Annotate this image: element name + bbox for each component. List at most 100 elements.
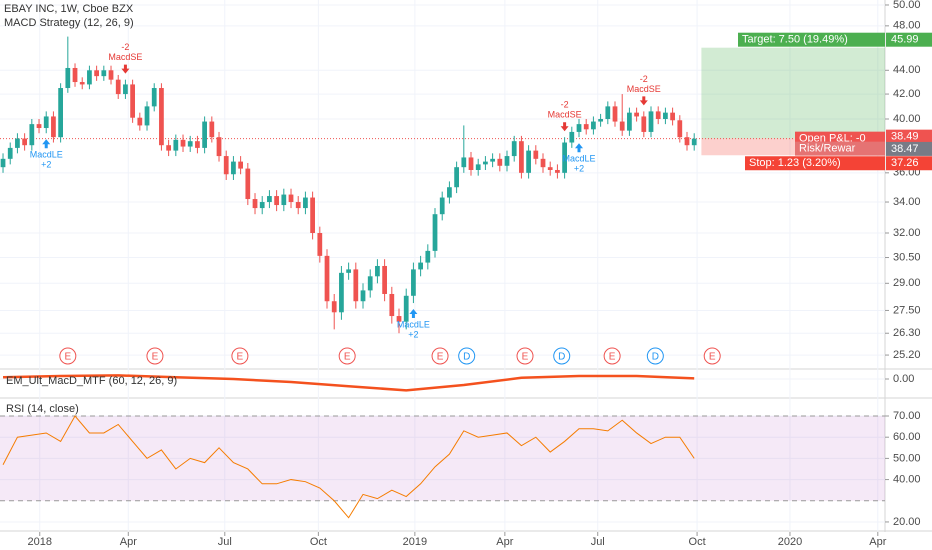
y-tick-label: 50.00: [893, 0, 921, 11]
candle-body: [490, 158, 495, 162]
candle-body: [15, 138, 20, 148]
x-tick-label: Jul: [591, 536, 605, 548]
candle-body: [375, 265, 380, 277]
candle-body: [605, 106, 611, 119]
candle-body: [7, 147, 13, 159]
event-marker: [146, 347, 164, 365]
event-label: E: [609, 352, 616, 363]
event-label: D: [463, 352, 470, 363]
candle-body: [526, 150, 531, 173]
candle-body: [267, 196, 272, 203]
y-tick-label: 44.00: [893, 64, 921, 76]
rr-label: Risk/Rewar: [799, 143, 856, 155]
candle-body: [94, 70, 99, 77]
y-tick-label: 40.00: [893, 473, 921, 485]
candle-body: [216, 137, 222, 157]
signal-label: MacdLE: [397, 319, 430, 329]
candle-body: [425, 250, 431, 263]
candle-body: [634, 112, 639, 117]
candle-body: [612, 106, 618, 122]
candle-body: [411, 269, 416, 296]
x-tick-label: Apr: [496, 536, 513, 548]
indicator-line: [2, 374, 695, 392]
candle-body: [259, 202, 265, 209]
candle-body: [231, 161, 236, 175]
candle-body: [519, 141, 524, 173]
candle-body: [648, 111, 654, 132]
event-label: E: [437, 352, 444, 363]
candle-body: [684, 137, 690, 146]
signal-label: MacdLE: [30, 150, 63, 160]
candle-body: [583, 124, 589, 130]
target-zone: [701, 47, 885, 139]
candle-body: [317, 233, 323, 256]
candle-body: [173, 139, 179, 151]
y-tick-label: 48.00: [893, 20, 921, 32]
candle-body: [137, 117, 143, 126]
y-tick-label: 50.00: [893, 452, 921, 464]
x-tick-label: Oct: [310, 536, 327, 548]
stop-price: 37.26: [891, 157, 919, 169]
y-tick-label: 27.50: [893, 304, 921, 316]
candle-body: [108, 70, 114, 80]
candle-body: [79, 82, 85, 85]
signal-arrow: [639, 96, 648, 106]
event-marker: [516, 347, 534, 365]
indicator-title: RSI (14, close): [6, 403, 79, 415]
signal-label: MacdSE: [627, 84, 661, 94]
candle-body: [382, 265, 387, 294]
candle-body: [281, 194, 287, 206]
stop-label: Stop: 1.23 (3.20%): [749, 157, 841, 169]
candle-body: [72, 67, 78, 83]
y-tick-label: 34.00: [893, 196, 921, 208]
candle-body: [663, 112, 668, 119]
candle-body: [151, 88, 157, 107]
candle-body: [562, 142, 567, 173]
signal-qty: +2: [574, 164, 584, 174]
rr-label-bg: [795, 141, 885, 156]
event-label: D: [652, 352, 659, 363]
candle-body: [353, 269, 359, 302]
candle-body: [187, 141, 193, 147]
last-price-bg: [886, 129, 932, 144]
target-price-bg: [886, 32, 932, 47]
event-marker: [703, 347, 721, 365]
candle-body: [166, 145, 171, 151]
candle-body: [439, 197, 445, 215]
candle-body: [101, 70, 107, 77]
event-label: E: [709, 352, 716, 363]
event-label: D: [558, 352, 565, 363]
candle-body: [331, 301, 337, 313]
x-tick-label: Apr: [869, 536, 886, 548]
candle-body: [670, 112, 675, 121]
candle-body: [288, 194, 294, 203]
pnl-label: Open P&L: -0: [799, 133, 866, 145]
candle-body: [576, 124, 582, 132]
candle-body: [130, 84, 135, 118]
candle-body: [58, 88, 63, 138]
signal-arrow: [560, 122, 569, 132]
candle-body: [641, 116, 647, 132]
signal-qty: -2: [561, 100, 569, 110]
candle-body: [245, 168, 251, 200]
candle-body: [497, 158, 503, 166]
candle-body: [29, 124, 35, 146]
candle-body: [87, 70, 92, 85]
event-marker: [59, 347, 77, 365]
signal-qty: -2: [121, 42, 129, 52]
candle-body: [339, 272, 344, 313]
event-marker: [646, 347, 664, 365]
candle-body: [547, 167, 553, 170]
signal-arrow: [409, 309, 418, 319]
candle-body: [310, 197, 315, 234]
y-tick-label: 30.50: [893, 251, 921, 263]
candle-body: [51, 116, 56, 138]
target-label: Target: 7.50 (19.49%): [742, 34, 848, 46]
candle-body: [461, 157, 467, 168]
candle-body: [418, 262, 423, 270]
signal-label: MacdSE: [548, 110, 582, 120]
candle-body: [540, 158, 546, 168]
candle-body: [159, 88, 164, 146]
candle-body: [360, 290, 366, 302]
